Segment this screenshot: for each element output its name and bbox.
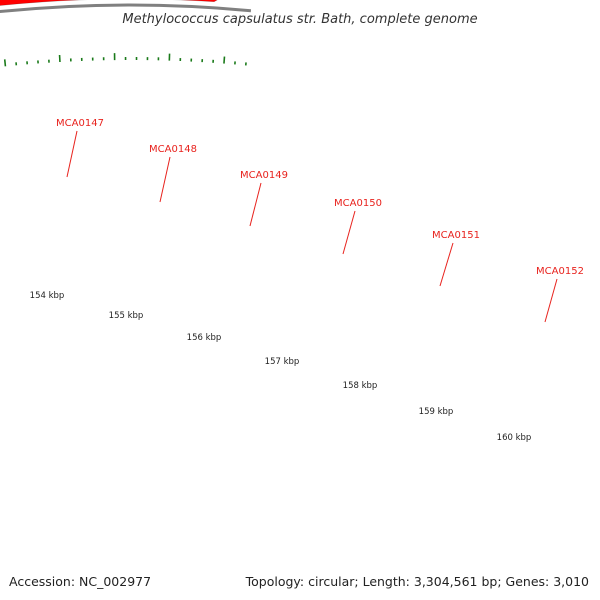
scale-labels: 154 kbp 155 kbp 156 kbp 157 kbp 158 kbp 159 k… [30, 291, 532, 443]
gene-leader-line [439, 242, 454, 287]
scale-label: 156 kbp [187, 333, 222, 343]
tick-marks [3, 53, 247, 67]
gene-reverse [170, 0, 218, 3]
scale-label: 159 kbp [419, 407, 454, 417]
gene-reverse [0, 0, 90, 6]
inner-tick [223, 56, 226, 64]
scale-label: 157 kbp [265, 357, 300, 367]
gene-label-mca0151: MCA0151 [432, 230, 480, 241]
backbone-line [0, 3, 252, 14]
scale-label: 160 kbp [497, 433, 532, 443]
scale-label: 158 kbp [343, 381, 378, 391]
backbone [0, 3, 252, 14]
scale-label: 154 kbp [30, 291, 65, 301]
gene-leader-line [159, 156, 171, 203]
gene-label-mca0150: MCA0150 [334, 198, 382, 209]
genes [0, 0, 218, 6]
inner-tick [3, 59, 7, 67]
gene-leader-line [66, 130, 78, 178]
page-title: Methylococcus capsulatus str. Bath, comp… [122, 12, 477, 27]
gene-label-mca0147: MCA0147 [56, 118, 104, 129]
gene-leader-line [544, 278, 558, 323]
gene-leader-line [342, 210, 356, 255]
gene-label-mca0149: MCA0149 [240, 170, 288, 181]
accession-text: Accession: NC_002977 [9, 574, 151, 589]
summary-text: Topology: circular; Length: 3,304,561 bp… [245, 574, 589, 589]
gene-leader-line [249, 182, 262, 227]
scale-label: 155 kbp [109, 311, 144, 321]
gene-label-mca0148: MCA0148 [149, 144, 197, 155]
gene-labels: MCA0147 MCA0148 MCA0149 MCA0150 MCA0151 MCA01… [56, 118, 584, 323]
gene-label-mca0152: MCA0152 [536, 266, 584, 277]
